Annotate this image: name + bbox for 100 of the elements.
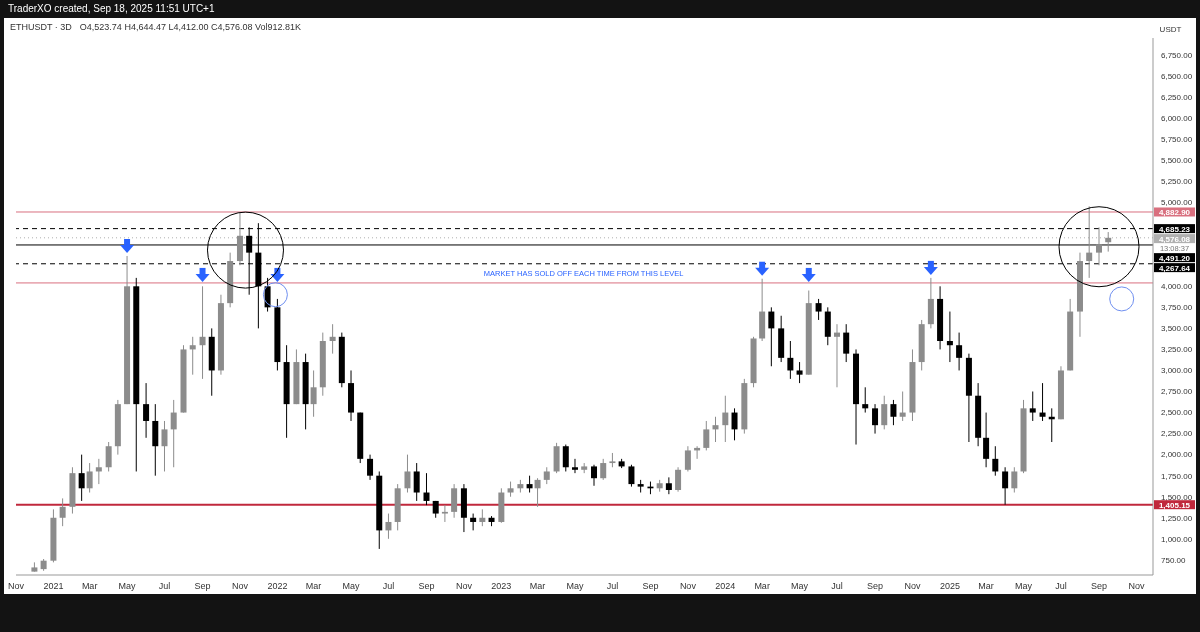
candlestick (815, 298, 822, 321)
y-tick-label: 2,000.00 (1161, 450, 1193, 460)
y-tick-label: 3,000.00 (1161, 366, 1193, 376)
candlestick (862, 386, 869, 414)
y-axis-title: USDT (1159, 25, 1182, 34)
y-tick-label: 5,500.00 (1161, 155, 1193, 165)
x-tick-label: May (1015, 581, 1033, 592)
x-tick-label: Jul (831, 581, 843, 592)
y-tick-label: 1,250.00 (1161, 513, 1193, 523)
x-tick-label: Mar (754, 581, 770, 592)
candlestick (843, 323, 850, 363)
x-tick-label: 2022 (267, 581, 288, 592)
candlestick (59, 497, 66, 527)
chart-subtitle: O4,523.74 H4,644.47 L4,412.00 C4,576.08 Vol912.81K (79, 22, 302, 32)
candlestick (684, 445, 691, 472)
candlestick (413, 462, 420, 502)
x-tick-label: May (566, 581, 584, 592)
candlestick (310, 369, 317, 418)
candlestick (367, 454, 374, 481)
candlestick (95, 458, 102, 485)
candlestick (881, 395, 888, 430)
x-tick-label: Mar (978, 581, 994, 592)
x-tick-label: 2024 (715, 581, 736, 592)
x-tick-label: Nov (1128, 581, 1145, 592)
candlestick (796, 361, 803, 384)
x-tick-label: Sep (418, 581, 435, 592)
candlestick (946, 311, 953, 363)
y-tick-label: 3,500.00 (1161, 324, 1193, 334)
candlestick (441, 504, 448, 523)
x-tick-label: 2025 (939, 581, 960, 592)
x-tick-label: Sep (194, 581, 211, 592)
candlestick (534, 477, 541, 508)
candlestick (983, 412, 990, 468)
candlestick (665, 476, 672, 495)
y-tick-label: 6,250.00 (1161, 92, 1193, 102)
y-tick-label: 6,500.00 (1161, 71, 1193, 81)
y-tick-label: 750.00 (1161, 555, 1187, 565)
x-tick-label: Nov (231, 581, 249, 592)
chart-title: ETHUSDT · 3D (10, 22, 72, 32)
ref-line-label: 4,882.90 (1158, 207, 1191, 217)
x-tick-label: May (791, 581, 809, 592)
x-tick-label: Jul (1055, 581, 1067, 592)
candlestick (470, 513, 477, 531)
x-tick-label: Jul (606, 581, 619, 592)
y-tick-label: 4,000.00 (1161, 282, 1193, 292)
y-tick-label: 5,000.00 (1161, 197, 1193, 207)
x-tick-label: 2021 (43, 581, 64, 592)
candlestick (890, 399, 897, 426)
y-tick-label: 6,750.00 (1161, 50, 1193, 60)
candlestick (712, 416, 719, 443)
x-tick-label: Sep (642, 581, 659, 592)
candlestick (423, 472, 430, 506)
candlestick (722, 395, 729, 443)
candlestick (199, 285, 206, 380)
candlestick (600, 458, 607, 481)
candlestick (956, 332, 963, 371)
ref-line-label: 4,267.64 (1158, 263, 1191, 273)
x-tick-label: Mar (305, 581, 322, 592)
candlestick (451, 483, 458, 519)
x-tick-label: Jul (382, 581, 395, 592)
candlestick (1029, 391, 1036, 422)
x-tick-label: May (342, 581, 361, 592)
candlestick (899, 391, 906, 422)
candlestick (161, 420, 168, 472)
y-tick-label: 2,750.00 (1161, 387, 1193, 397)
ref-line-label: 1,405.15 (1158, 500, 1191, 510)
ref-line-label: 4,491.20 (1158, 253, 1191, 263)
y-tick-label: 2,250.00 (1161, 429, 1193, 439)
candlestick (170, 399, 177, 468)
candlestick (1105, 231, 1112, 253)
x-tick-label: Nov (904, 581, 921, 592)
candlestick (675, 466, 682, 493)
y-tick-label: 5,250.00 (1161, 176, 1193, 186)
y-tick-label: 3,750.00 (1161, 303, 1193, 313)
y-tick-label: 2,500.00 (1161, 408, 1193, 418)
candlestick (787, 340, 794, 380)
candlestick (1096, 226, 1102, 266)
candlestick (105, 441, 112, 472)
x-tick-label: May (118, 581, 137, 592)
candlestick (562, 444, 569, 472)
x-tick-label: Nov (679, 581, 697, 592)
candlestick (404, 454, 411, 494)
text: TraderXO created, Sep 18, 2025 11:51 UTC+1 (8, 3, 215, 14)
x-tick-label: Nov (7, 581, 25, 592)
y-tick-label: 3,250.00 (1161, 345, 1193, 355)
candlestick (731, 407, 738, 441)
x-tick-label: Mar (529, 581, 546, 592)
candlestick (834, 323, 840, 388)
candlestick (628, 464, 635, 488)
candlestick (189, 336, 196, 376)
candlestick (86, 462, 93, 494)
y-tick-label: 1,750.00 (1161, 471, 1193, 481)
candlestick (1086, 205, 1093, 279)
ref-line-label: 4,685.23 (1158, 224, 1191, 234)
y-tick-label: 1,500.00 (1161, 492, 1193, 502)
candlestick (591, 464, 598, 487)
candlestick (571, 458, 578, 474)
candlestick (385, 513, 392, 540)
x-tick-label: 2023 (491, 581, 512, 592)
ref-line-label: 4,576.08 (1158, 234, 1191, 244)
